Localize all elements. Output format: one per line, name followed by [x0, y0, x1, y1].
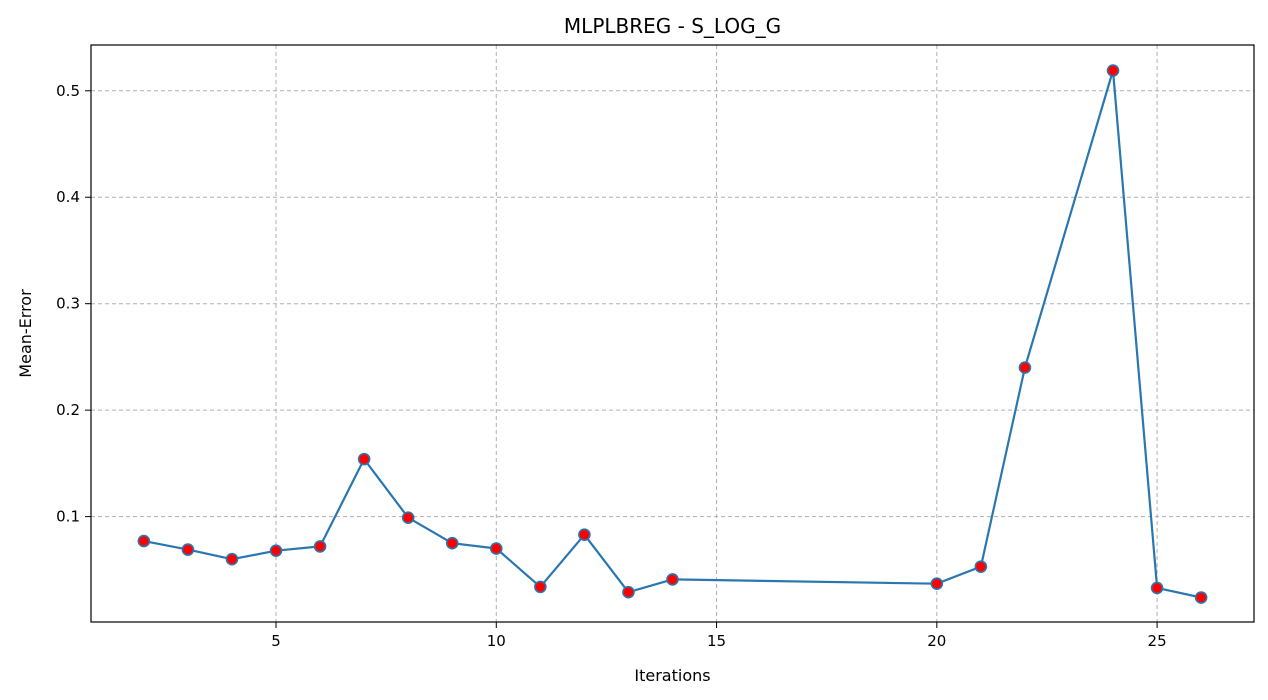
- y-tick-label: 0.5: [56, 82, 80, 100]
- data-point: [225, 552, 239, 566]
- x-tick-label: 25: [1148, 632, 1167, 650]
- x-tick-label: 5: [271, 632, 281, 650]
- data-point: [930, 577, 944, 590]
- data-point: [181, 543, 195, 556]
- data-point: [666, 573, 679, 586]
- data-point: [445, 536, 459, 550]
- data-point: [357, 452, 371, 466]
- y-tick-label: 0.1: [56, 508, 80, 526]
- data-point: [622, 585, 635, 599]
- grid: [91, 45, 1254, 622]
- data-point: [1018, 361, 1032, 374]
- y-tick-label: 0.3: [56, 295, 80, 313]
- plot-frame: [90, 44, 1255, 623]
- x-axis-title: Iterations: [634, 666, 710, 685]
- data-point: [137, 534, 151, 548]
- y-axis-title: Mean-Error: [16, 289, 35, 378]
- series-layer: [137, 64, 1208, 604]
- data-point: [489, 542, 503, 555]
- data-point: [534, 580, 547, 594]
- data-point: [313, 540, 327, 553]
- data-point: [269, 544, 283, 557]
- data-point: [974, 560, 988, 573]
- x-tick-label: 10: [487, 632, 506, 650]
- data-point: [578, 528, 591, 542]
- y-tick-label: 0.4: [56, 188, 80, 206]
- axis-ticks: 5 10 15 20 25 0.1 0.2 0.3 0.4 0.5: [56, 82, 1166, 650]
- x-tick-label: 20: [927, 632, 946, 650]
- y-tick-label: 0.2: [56, 401, 80, 419]
- data-point: [1106, 64, 1120, 77]
- chart-title: MLPLBREG - S_LOG_G: [564, 14, 781, 38]
- x-tick-label: 15: [707, 632, 726, 650]
- data-point: [1194, 591, 1208, 604]
- data-point: [1150, 581, 1164, 595]
- data-point: [401, 511, 415, 524]
